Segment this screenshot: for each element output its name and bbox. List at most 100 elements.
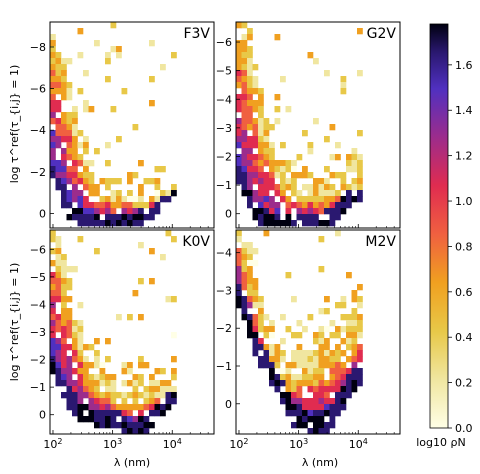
- heatmap-cell: [346, 320, 352, 327]
- heatmap-cell: [61, 314, 67, 321]
- y-tick-label: −4: [216, 93, 232, 106]
- heatmap-cell: [55, 130, 62, 137]
- heatmap-cell: [72, 142, 78, 149]
- heatmap-cell: [252, 154, 259, 161]
- heatmap-cell: [105, 160, 111, 167]
- heatmap-cell: [357, 296, 363, 303]
- panel-f3v: F3V −8 −6 −4 −2 0: [30, 21, 215, 229]
- heatmap-cell: [160, 64, 166, 71]
- heatmap-cell: [258, 320, 264, 327]
- heatmap-cell: [66, 118, 73, 125]
- colorbar-gradient: [429, 23, 449, 429]
- heatmap-cell: [346, 184, 352, 191]
- heatmap-cell: [50, 58, 56, 65]
- heatmap-cell: [302, 404, 308, 411]
- heatmap-cell: [77, 332, 84, 339]
- heatmap-cell: [61, 82, 67, 89]
- heatmap-cell: [335, 392, 341, 399]
- heatmap-cell: [149, 410, 155, 417]
- heatmap-cell: [280, 350, 286, 357]
- heatmap-cell: [77, 410, 84, 417]
- heatmap-cell: [61, 362, 67, 369]
- heatmap-cell: [291, 392, 297, 399]
- heatmap-cell: [269, 320, 275, 327]
- heatmap-cell: [236, 166, 242, 173]
- heatmap-cell: [291, 296, 297, 303]
- heatmap-cell: [324, 428, 330, 435]
- heatmap-cell: [351, 290, 358, 297]
- heatmap-cell: [138, 196, 144, 203]
- heatmap-cell: [116, 314, 122, 321]
- heatmap-cell: [329, 172, 336, 179]
- heatmap-cell: [329, 332, 336, 339]
- heatmap-cell: [258, 160, 264, 167]
- heatmap-cell: [83, 142, 89, 149]
- heatmap-cell: [72, 184, 78, 191]
- heatmap-cell: [88, 178, 95, 185]
- heatmap-cell: [263, 172, 270, 179]
- heatmap-cell: [258, 302, 264, 309]
- heatmap-cell: [83, 196, 89, 203]
- heatmap-cell: [329, 124, 336, 131]
- heatmap-cell: [236, 272, 242, 279]
- heatmap-cell: [143, 404, 150, 411]
- heatmap-cell: [269, 220, 275, 227]
- heatmap-cell: [83, 178, 89, 185]
- heatmap-cell: [77, 326, 84, 333]
- heatmap-cell: [55, 136, 62, 143]
- heatmap-cell: [105, 208, 111, 215]
- heatmap-cell: [55, 320, 62, 327]
- heatmap-cell: [258, 166, 264, 173]
- heatmap-cell: [269, 356, 275, 363]
- heatmap-cell: [72, 160, 78, 167]
- heatmap-cell: [121, 88, 128, 95]
- heatmap-cell: [61, 272, 67, 279]
- heatmap-cell: [247, 178, 253, 185]
- heatmap-cell: [149, 178, 155, 185]
- heatmap-cell: [280, 190, 286, 197]
- heatmap-cell: [72, 380, 78, 387]
- heatmap-cell: [132, 374, 139, 381]
- heatmap-cell: [50, 302, 56, 309]
- heatmap-cell: [138, 184, 144, 191]
- heatmap-cell: [165, 404, 172, 411]
- heatmap-cell: [263, 332, 270, 339]
- heatmap-cell: [252, 338, 259, 345]
- heatmap-cell: [274, 362, 281, 369]
- heatmap-cell: [236, 142, 242, 149]
- heatmap-cell: [110, 404, 117, 411]
- heatmap-cell: [258, 184, 264, 191]
- heatmap-cell: [171, 392, 177, 399]
- heatmap-cell: [351, 308, 358, 315]
- heatmap-cell: [55, 362, 62, 369]
- heatmap-cell: [83, 356, 89, 363]
- heatmap-cell: [296, 202, 303, 209]
- heatmap-cell: [346, 202, 352, 209]
- heatmap-cell: [72, 106, 78, 113]
- heatmap-cell: [247, 196, 253, 203]
- heatmap-cell: [66, 136, 73, 143]
- heatmap-cell: [88, 172, 95, 179]
- heatmap-cell: [258, 314, 264, 321]
- heatmap-cell: [77, 362, 84, 369]
- heatmap-cell: [99, 374, 106, 381]
- heatmap-cell: [258, 308, 264, 315]
- heatmap-cell: [50, 368, 56, 375]
- heatmap-cell: [252, 320, 259, 327]
- heatmap-cell: [83, 214, 89, 221]
- heatmap-cell: [252, 278, 259, 285]
- y-tick-label: −1: [30, 381, 46, 394]
- heatmap-cell: [258, 106, 264, 113]
- heatmap-cell: [138, 392, 144, 399]
- heatmap-cells: [236, 22, 363, 227]
- heatmap-cell: [127, 416, 133, 423]
- heatmap-cell: [296, 332, 303, 339]
- heatmap-cell: [324, 350, 330, 357]
- heatmap-cell: [105, 58, 111, 65]
- y-tick-label: 0: [225, 208, 232, 221]
- heatmap-cell: [50, 332, 56, 339]
- heatmap-cell: [121, 380, 128, 387]
- heatmap-cell: [274, 380, 281, 387]
- heatmap-cell: [132, 220, 139, 227]
- heatmap-cell: [318, 350, 325, 357]
